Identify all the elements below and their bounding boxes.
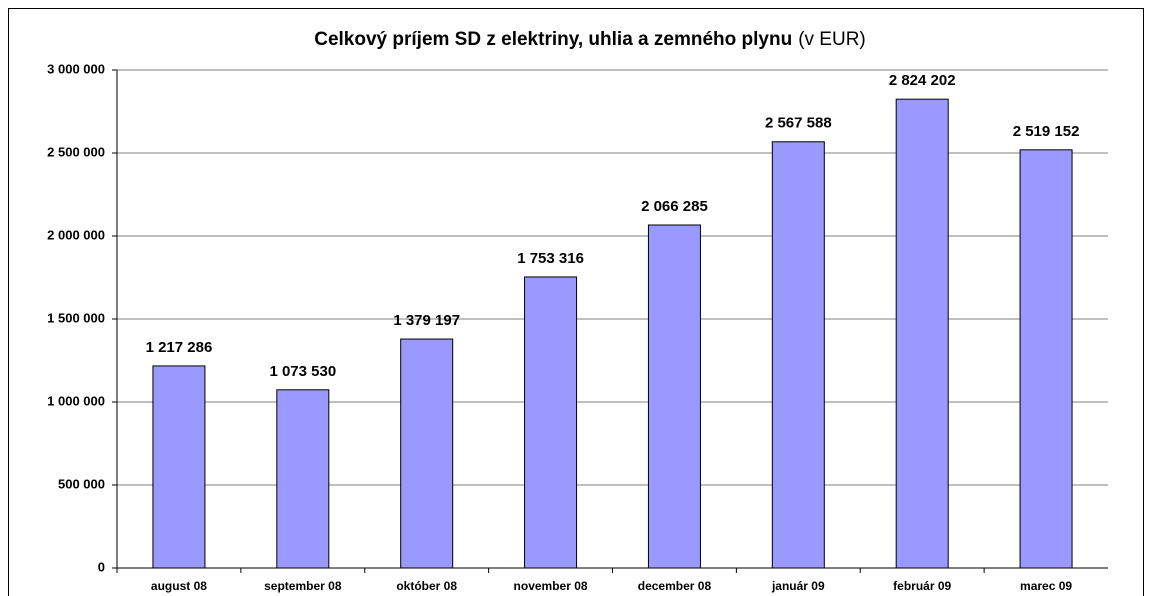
y-tick-label: 3 000 000 [47,61,105,76]
x-tick-label: november 08 [514,579,588,593]
bar [1019,149,1073,569]
chart-title: Celkový príjem SD z elektriny, uhlia a z… [314,29,792,50]
y-tick-label: 500 000 [58,476,105,491]
y-tick-label: 1 000 000 [47,393,105,408]
y-tick-label: 0 [98,559,105,574]
data-label: 1 753 316 [517,250,584,267]
y-tick-label: 2 500 000 [47,144,105,159]
x-tick-label: február 09 [893,579,951,593]
x-tick-label: október 08 [396,579,457,593]
bar [647,224,701,569]
x-tick-label: marec 09 [1020,579,1072,593]
data-label: 2 567 588 [765,115,832,132]
data-label: 2 519 152 [1013,123,1080,140]
y-tick-label: 2 000 000 [47,227,105,242]
bar [895,98,949,569]
data-label: 1 073 530 [269,363,336,380]
bar [152,365,206,569]
bar [400,338,454,569]
bar [524,276,578,569]
data-label: 2 824 202 [889,72,956,89]
chart-subtitle: (v EUR) [798,29,866,50]
y-tick-label: 1 500 000 [47,310,105,325]
bar [276,389,330,569]
x-tick-label: január 09 [771,579,825,593]
x-tick-label: august 08 [151,579,207,593]
chart-title-group: Celkový príjem SD z elektriny, uhlia a z… [314,29,866,50]
data-label: 2 066 285 [641,198,708,215]
data-label: 1 379 197 [393,312,460,329]
bar [771,141,825,569]
x-tick-label: september 08 [264,579,342,593]
data-label: 1 217 286 [146,339,213,356]
x-tick-label: december 08 [638,579,712,593]
